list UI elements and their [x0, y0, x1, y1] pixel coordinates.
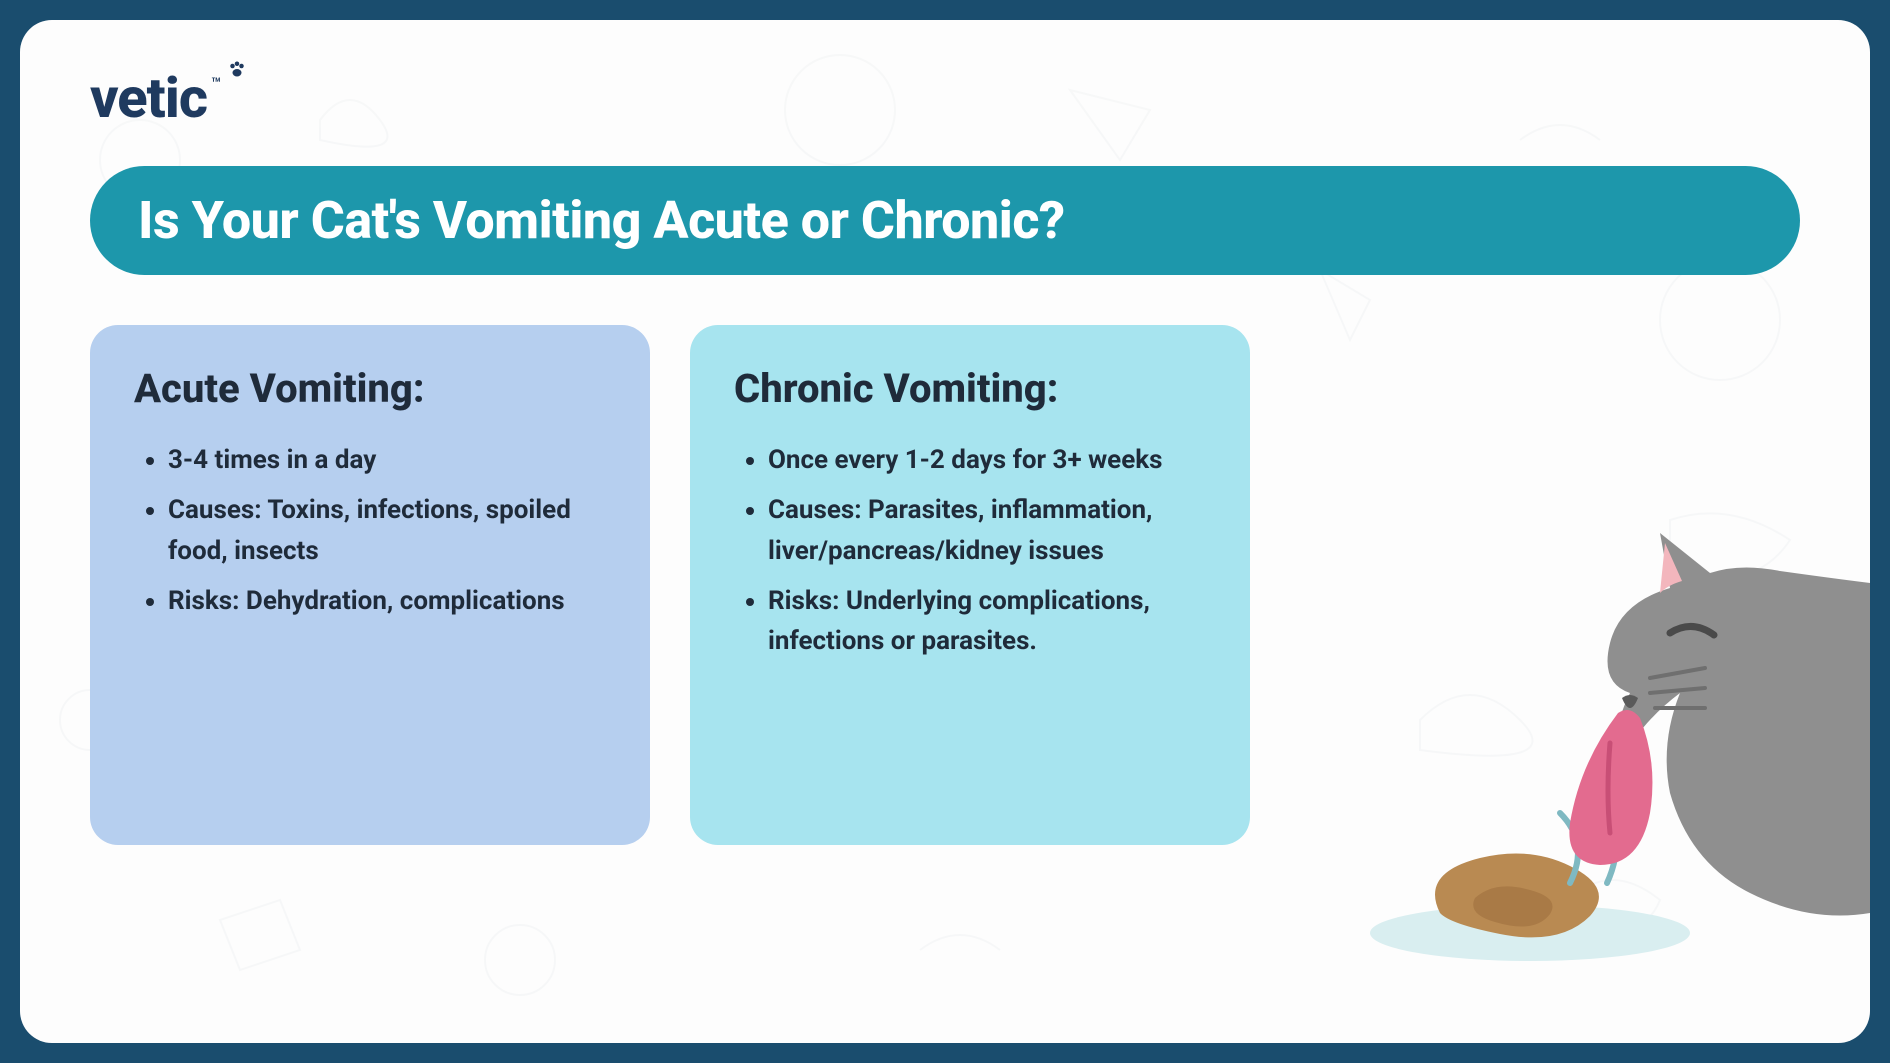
trademark-symbol: ™	[211, 74, 221, 93]
title-bar: Is Your Cat's Vomiting Acute or Chronic?	[90, 166, 1800, 275]
card-acute-heading: Acute Vomiting:	[134, 365, 606, 412]
cards-row: Acute Vomiting: 3-4 times in a day Cause…	[90, 325, 1800, 845]
paw-icon	[228, 60, 246, 78]
page-title: Is Your Cat's Vomiting Acute or Chronic?	[138, 190, 1752, 251]
outer-frame: vetic ™ Is Your Cat's Vomiting Acute or …	[0, 0, 1890, 1063]
card-chronic-heading: Chronic Vomiting:	[734, 365, 1206, 412]
card-acute: Acute Vomiting: 3-4 times in a day Cause…	[90, 325, 650, 845]
card-chronic-list: Once every 1-2 days for 3+ weeks Causes:…	[734, 440, 1206, 661]
card-acute-list: 3-4 times in a day Causes: Toxins, infec…	[134, 440, 606, 621]
brand-logo: vetic ™	[90, 70, 1800, 126]
list-item: 3-4 times in a day	[168, 440, 606, 480]
card-chronic: Chronic Vomiting: Once every 1-2 days fo…	[690, 325, 1250, 845]
list-item: Risks: Underlying complications, infecti…	[768, 581, 1206, 662]
list-item: Once every 1-2 days for 3+ weeks	[768, 440, 1206, 480]
inner-panel: vetic ™ Is Your Cat's Vomiting Acute or …	[20, 20, 1870, 1043]
list-item: Causes: Parasites, inflammation, liver/p…	[768, 490, 1206, 571]
list-item: Risks: Dehydration, complications	[168, 581, 606, 621]
list-item: Causes: Toxins, infections, spoiled food…	[168, 490, 606, 571]
logo-wordmark: vetic	[90, 70, 207, 126]
